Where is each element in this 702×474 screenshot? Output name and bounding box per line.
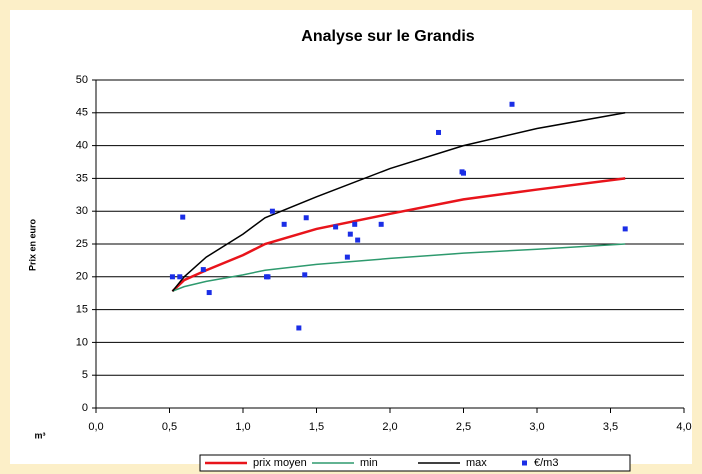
point	[622, 226, 628, 232]
point	[177, 274, 183, 280]
point	[281, 221, 287, 227]
point	[344, 254, 350, 260]
y-tick-label: 10	[76, 336, 88, 348]
y-tick-label: 20	[76, 271, 88, 283]
y-tick-label: 45	[76, 107, 88, 119]
point	[265, 274, 271, 280]
chart-title: Analyse sur le Grandis	[301, 28, 475, 45]
point	[296, 325, 302, 331]
point	[352, 221, 358, 227]
point	[302, 272, 308, 278]
point	[303, 215, 309, 221]
series-line	[172, 243, 626, 292]
x-axis-label: m³	[35, 430, 46, 440]
point	[269, 208, 275, 214]
x-tick-label: 2,5	[456, 421, 471, 433]
x-tick-label: 3,0	[529, 421, 544, 433]
point	[206, 290, 212, 296]
y-tick-label: 30	[76, 205, 88, 217]
series-line	[171, 177, 626, 293]
point	[355, 237, 361, 243]
y-tick-label: 35	[76, 172, 88, 184]
legend-label: max	[466, 457, 487, 469]
legend-marker	[522, 460, 527, 466]
y-tick-label: 5	[82, 369, 88, 381]
chart-area	[10, 10, 692, 464]
legend	[199, 454, 631, 472]
point	[347, 231, 353, 237]
point	[200, 267, 206, 273]
x-tick-label: 1,0	[235, 421, 250, 433]
point	[333, 224, 339, 230]
y-tick-label: 25	[76, 238, 88, 250]
y-tick-label: 0	[82, 402, 88, 414]
point	[436, 129, 442, 135]
legend-label: prix moyen	[253, 457, 307, 469]
point	[509, 101, 515, 107]
x-tick-label: 3,5	[603, 421, 618, 433]
y-tick-label: 40	[76, 140, 88, 152]
y-tick-label: 50	[76, 74, 88, 86]
point	[169, 274, 175, 280]
y-tick-label: 15	[76, 304, 88, 316]
x-tick-label: 4,0	[676, 421, 691, 433]
series-line	[171, 112, 626, 292]
y-axis-label: Prix en euro	[27, 218, 37, 271]
x-tick-label: 1,5	[309, 421, 324, 433]
x-tick-label: 0,0	[88, 421, 103, 433]
legend-label: min	[360, 457, 378, 469]
point	[461, 170, 466, 176]
x-tick-label: 2,0	[382, 421, 397, 433]
point	[378, 221, 384, 227]
legend-label: €/m3	[534, 457, 558, 469]
point	[180, 214, 186, 220]
x-tick-label: 0,5	[162, 421, 177, 433]
